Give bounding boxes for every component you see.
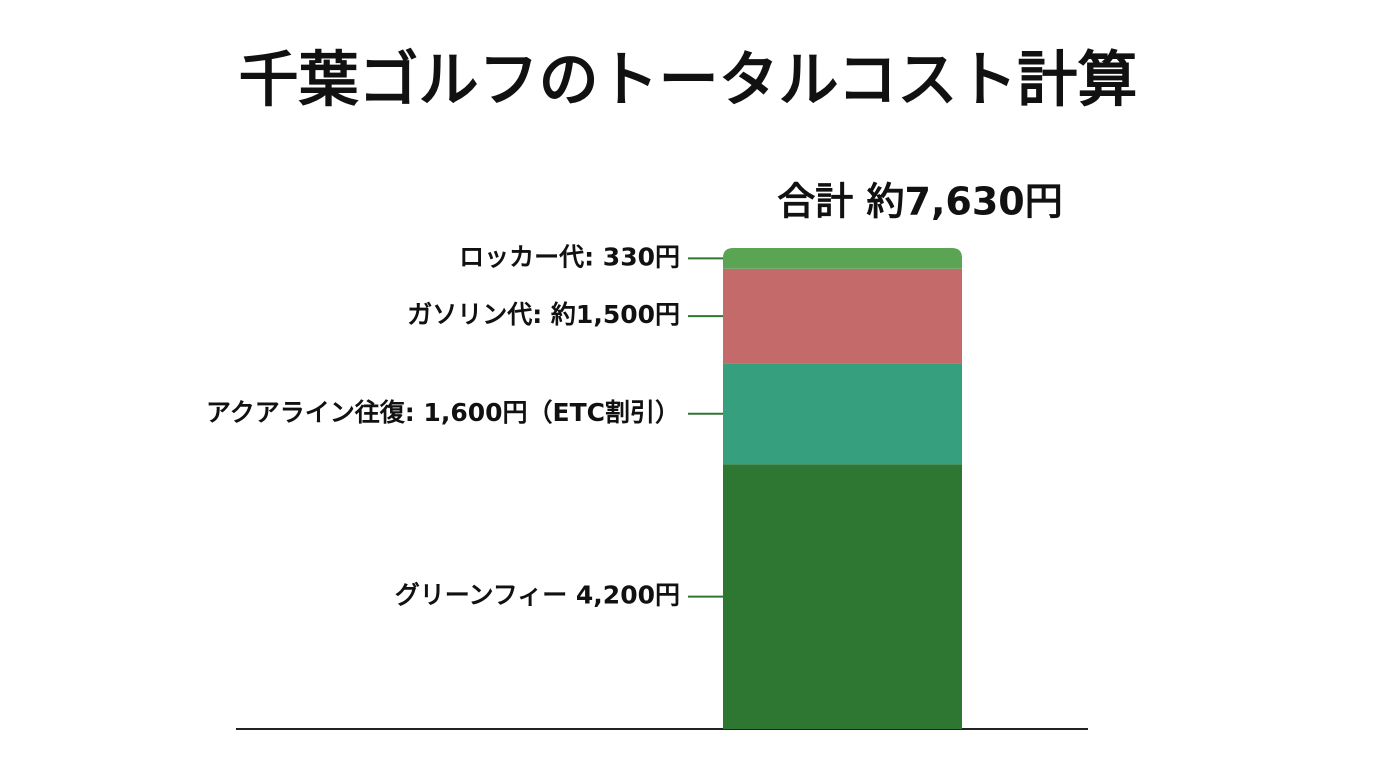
- data-label: グリーンフィー 4,200円: [395, 581, 680, 610]
- total-label: 合計 約7,630円: [777, 180, 1062, 224]
- data-label: アクアライン往復: 1,600円（ETC割引）: [206, 398, 680, 427]
- bar-segment: [723, 363, 962, 465]
- data-label: ロッカー代: 330円: [459, 242, 680, 271]
- bar-segment: [723, 268, 962, 364]
- bar-segment: [723, 464, 962, 729]
- chart-title: 千葉ゴルフのトータルコスト計算: [239, 46, 1138, 116]
- bar-segment: [723, 248, 962, 269]
- data-label: ガソリン代: 約1,500円: [407, 300, 680, 329]
